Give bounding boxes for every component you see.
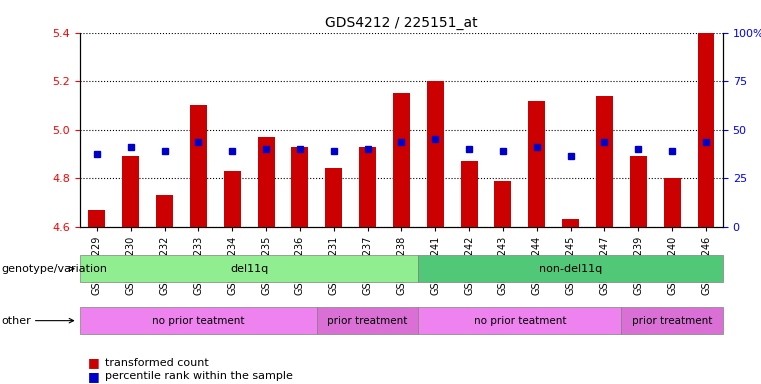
Text: genotype/variation: genotype/variation	[2, 264, 107, 274]
Bar	[190, 105, 207, 227]
Bar	[698, 33, 715, 227]
Text: percentile rank within the sample: percentile rank within the sample	[105, 371, 293, 381]
Bar	[427, 81, 444, 227]
Text: del11q: del11q	[230, 264, 268, 274]
Bar	[460, 161, 478, 227]
Bar	[562, 219, 579, 227]
Bar	[495, 180, 511, 227]
Bar	[88, 210, 105, 227]
Bar	[359, 147, 376, 227]
Text: other: other	[2, 316, 31, 326]
Text: no prior teatment: no prior teatment	[152, 316, 244, 326]
Text: non-del11q: non-del11q	[539, 264, 602, 274]
Text: prior treatment: prior treatment	[327, 316, 408, 326]
Text: prior treatment: prior treatment	[632, 316, 712, 326]
Text: ■: ■	[88, 356, 99, 369]
Bar	[664, 178, 680, 227]
Bar	[224, 171, 240, 227]
Bar	[596, 96, 613, 227]
Text: ■: ■	[88, 370, 99, 383]
Bar	[156, 195, 173, 227]
Bar	[630, 156, 647, 227]
Title: GDS4212 / 225151_at: GDS4212 / 225151_at	[325, 16, 478, 30]
Bar	[257, 137, 275, 227]
Bar	[291, 147, 308, 227]
Bar	[393, 93, 410, 227]
Bar	[528, 101, 546, 227]
Text: transformed count: transformed count	[105, 358, 209, 368]
Bar	[325, 168, 342, 227]
Bar	[123, 156, 139, 227]
Text: no prior teatment: no prior teatment	[473, 316, 566, 326]
